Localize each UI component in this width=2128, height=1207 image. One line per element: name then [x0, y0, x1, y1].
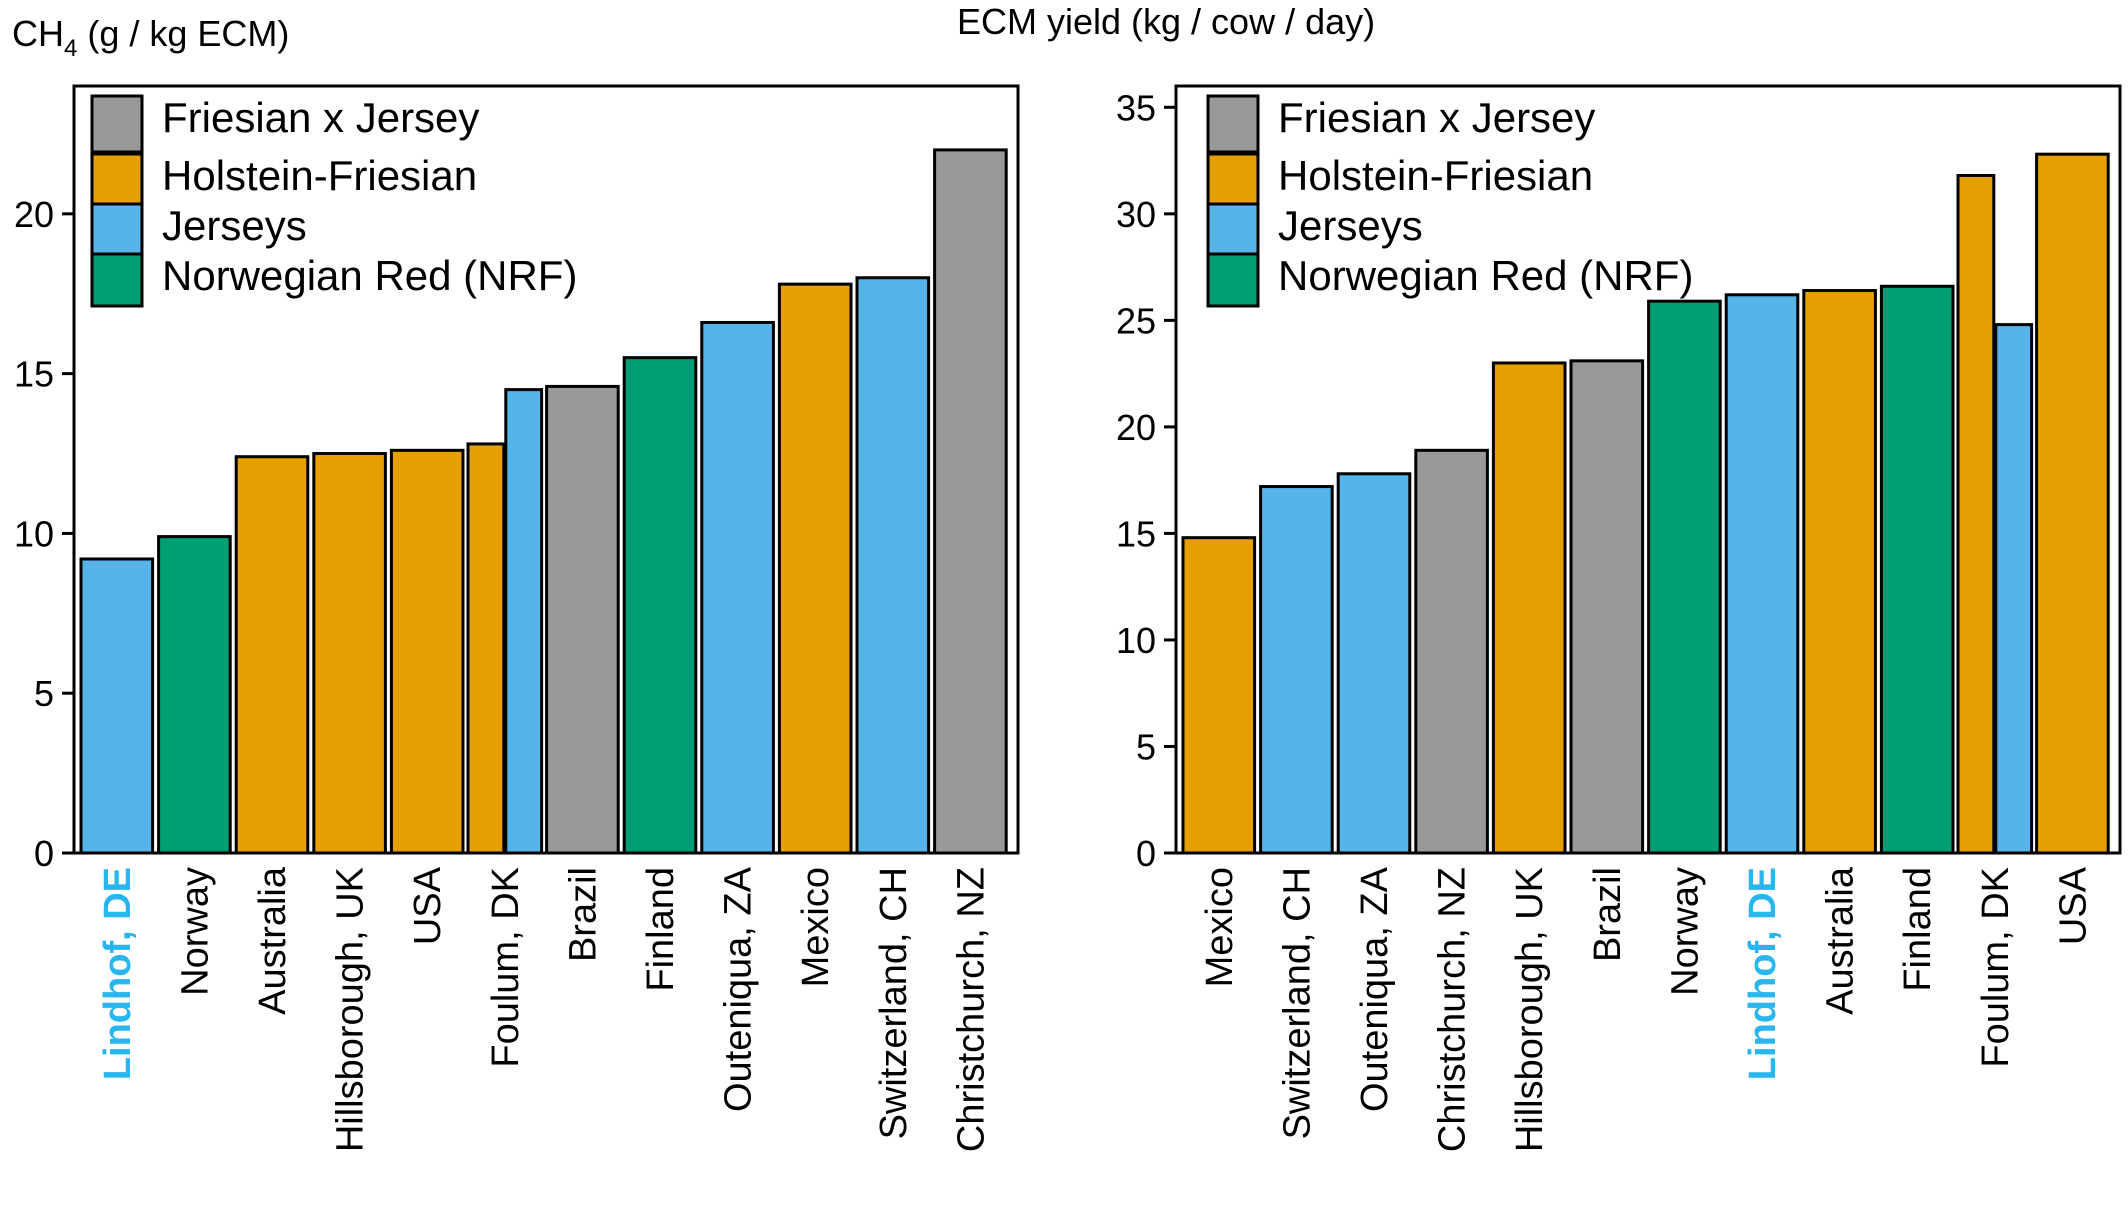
y-tick-label: 10 [14, 513, 54, 554]
category-label: Switzerland, CH [1276, 867, 1318, 1139]
bar-christchurch [1414, 448, 1489, 855]
bar-switzerland [855, 276, 931, 855]
bar-outeniqua [700, 320, 775, 855]
bar-finland [622, 356, 698, 855]
bar-lindhof [79, 557, 155, 855]
category-label: Lindhof, DE [97, 867, 139, 1080]
legend-label: Norwegian Red (NRF) [162, 252, 577, 299]
category-label: Finland [640, 867, 682, 992]
y-axis-label: CH4 (g / kg ECM) [12, 13, 289, 62]
y-tick-label: 20 [14, 194, 54, 235]
legend-swatch [90, 94, 144, 154]
category-label: USA [407, 866, 449, 945]
plot-frame [1174, 84, 2122, 855]
y-tick-label: 30 [1116, 194, 1156, 235]
legend-swatch [1206, 252, 1260, 308]
y-tick-label: 5 [1136, 726, 1156, 767]
y-tick-label: 20 [1116, 407, 1156, 448]
bar-hillsborough [312, 452, 387, 855]
bar-outeniqua [1336, 472, 1412, 855]
bar-mexico [777, 282, 853, 855]
legend-label: Jerseys [162, 202, 307, 249]
category-label: Switzerland, CH [873, 867, 915, 1139]
legend-swatch [90, 202, 144, 256]
bar-paired-jerseys [504, 388, 544, 855]
y-tick-label: 15 [1116, 513, 1156, 554]
category-label: Outeniqua, ZA [718, 866, 760, 1112]
legend-label: Holstein-Friesian [162, 152, 477, 199]
left-chart-panel: CH4 (g / kg ECM) 0 5 10 15 20 Lindhof, DE Norwa… [12, 13, 1020, 1152]
bar-brazil [545, 384, 620, 855]
category-label: Norway [174, 867, 216, 996]
category-label: Hillsborough, UK [330, 867, 372, 1152]
bar-usa [389, 448, 465, 855]
category-label: Finland [1897, 867, 1939, 992]
bar-norway [1647, 299, 1722, 855]
legend-label: Friesian x Jersey [1278, 94, 1595, 141]
bar-brazil [1569, 359, 1645, 855]
bar-paired-jerseys [1994, 323, 2034, 855]
category-label: Mexico [795, 867, 837, 987]
category-label: Foulum, DK [1975, 867, 2017, 1068]
category-label: Foulum, DK [485, 867, 527, 1068]
category-label: Australia [252, 866, 294, 1015]
bar-australia [1802, 289, 1877, 855]
bar-lindhof [1724, 293, 1800, 855]
bar-usa [2035, 152, 2110, 855]
bar-mexico [1181, 536, 1257, 855]
bar-australia [234, 455, 310, 855]
y-tick-label: 15 [14, 354, 54, 395]
y-tick-label: 10 [1116, 620, 1156, 661]
bar-hillsborough [1491, 361, 1567, 855]
bar-christchurch [933, 148, 1008, 855]
legend-swatch [90, 152, 144, 206]
category-label: Brazil [1587, 867, 1629, 962]
y-tick-label: 0 [34, 833, 54, 874]
legend-swatch [1206, 202, 1260, 256]
category-label: Australia [1820, 866, 1862, 1015]
y-axis-label: ECM yield (kg / cow / day) [957, 1, 1375, 42]
legend-swatch [1206, 94, 1260, 154]
legend-swatch [90, 252, 144, 308]
category-label: Norway [1664, 867, 1706, 996]
legend-label: Jerseys [1278, 202, 1423, 249]
y-tick-label: 35 [1116, 87, 1156, 128]
y-tick-label: 25 [1116, 300, 1156, 341]
bar-foulum [1956, 173, 1996, 855]
category-label: USA [2052, 866, 2094, 945]
category-label: Mexico [1199, 867, 1241, 987]
legend-label: Norwegian Red (NRF) [1278, 252, 1693, 299]
right-chart-panel: ECM yield (kg / cow / day) 0 5 10 15 20 25 30 35… [957, 1, 2122, 1152]
y-tick-label: 0 [1136, 833, 1156, 874]
bar-switzerland [1259, 485, 1334, 855]
category-label: Lindhof, DE [1742, 867, 1784, 1080]
legend-swatch [1206, 152, 1260, 206]
category-label: Christchurch, NZ [1432, 867, 1474, 1152]
legend-label: Holstein-Friesian [1278, 152, 1593, 199]
category-label: Brazil [562, 867, 604, 962]
category-label: Hillsborough, UK [1509, 867, 1551, 1152]
category-label: Outeniqua, ZA [1354, 866, 1396, 1112]
bar-finland [1879, 284, 1955, 855]
plot-frame [72, 84, 1020, 855]
y-tick-label: 5 [34, 673, 54, 714]
bar-norway [157, 535, 232, 855]
bar-foulum [466, 442, 506, 855]
legend-label: Friesian x Jersey [162, 94, 479, 141]
category-label: Christchurch, NZ [950, 867, 992, 1152]
